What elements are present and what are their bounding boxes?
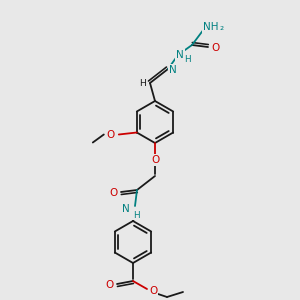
Text: H: H [133,211,139,220]
Text: H: H [184,56,190,64]
Text: O: O [107,130,115,140]
Text: O: O [109,188,117,198]
Text: H: H [140,80,146,88]
Text: N: N [122,204,130,214]
Text: O: O [149,286,157,296]
Text: O: O [151,155,159,165]
Text: N: N [169,65,177,75]
Text: ₂: ₂ [220,22,224,32]
Text: NH: NH [203,22,219,32]
Text: O: O [212,43,220,53]
Text: O: O [105,280,113,290]
Text: N: N [176,50,184,60]
